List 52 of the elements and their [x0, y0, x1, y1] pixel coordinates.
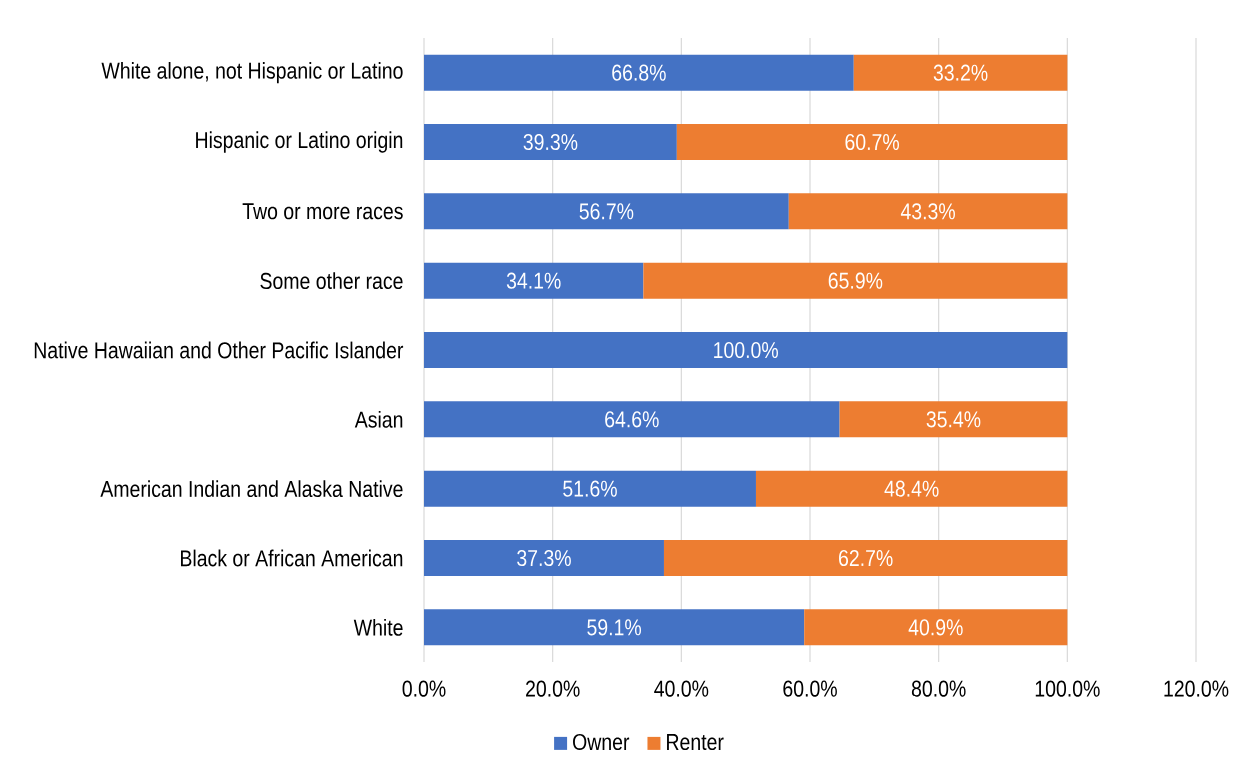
bar — [755, 470, 1068, 507]
data-label: 43.3% — [900, 203, 955, 220]
bar — [676, 123, 1068, 161]
data-label: 66.8% — [612, 64, 666, 81]
bar — [424, 331, 1068, 369]
legend-label: Owner — [573, 733, 630, 751]
bar — [424, 470, 756, 507]
y-tick-label: Black or African American — [181, 549, 403, 567]
bar — [643, 262, 1068, 299]
data-label: 56.7% — [579, 203, 634, 220]
x-tick-label: 60.0% — [783, 680, 837, 697]
bar — [788, 193, 1068, 230]
y-tick-label: Some other race — [260, 272, 403, 290]
data-label: 51.6% — [563, 480, 617, 497]
x-tick-label: 120.0% — [1164, 680, 1229, 697]
data-label: 60.7% — [845, 133, 899, 151]
data-label: 34.1% — [506, 272, 561, 289]
bar — [424, 539, 664, 577]
data-label: 37.3% — [517, 549, 571, 567]
y-tick-label: Native Hawaiian and Other Pacific Islander — [34, 341, 404, 359]
data-label: 59.1% — [587, 619, 642, 636]
y-tick-label: Hispanic or Latino origin — [196, 131, 403, 153]
y-tick-label: White alone, not Hispanic or Latino — [101, 61, 403, 84]
bar — [424, 54, 854, 91]
data-label: 64.6% — [605, 411, 659, 428]
bar — [424, 401, 840, 438]
bar — [424, 262, 644, 299]
x-tick-label: 20.0% — [526, 680, 580, 697]
bar — [839, 401, 1068, 438]
data-label: 62.7% — [839, 549, 893, 567]
data-label: 48.4% — [884, 480, 939, 497]
x-tick-label: 40.0% — [654, 680, 709, 697]
bar — [853, 54, 1068, 91]
data-label: 40.9% — [908, 619, 963, 636]
data-label: 39.3% — [523, 133, 578, 151]
data-label: 65.9% — [828, 272, 883, 289]
legend-label: Renter — [667, 734, 724, 751]
bar — [804, 609, 1068, 646]
y-tick-label: Asian — [354, 410, 403, 428]
y-tick-label: White — [353, 618, 403, 636]
y-tick-label: American Indian and Alaska Native — [100, 480, 403, 498]
bar — [424, 609, 805, 646]
y-tick-label: Two or more races — [242, 203, 403, 220]
data-label: 100.0% — [714, 341, 778, 359]
bar — [424, 123, 677, 161]
data-label: 33.2% — [933, 64, 988, 81]
bar — [424, 193, 789, 230]
bar — [663, 539, 1068, 577]
x-tick-label: 80.0% — [911, 680, 966, 697]
x-tick-label: 0.0% — [402, 680, 446, 697]
data-label: 35.4% — [926, 411, 981, 428]
x-tick-label: 100.0% — [1035, 680, 1100, 697]
